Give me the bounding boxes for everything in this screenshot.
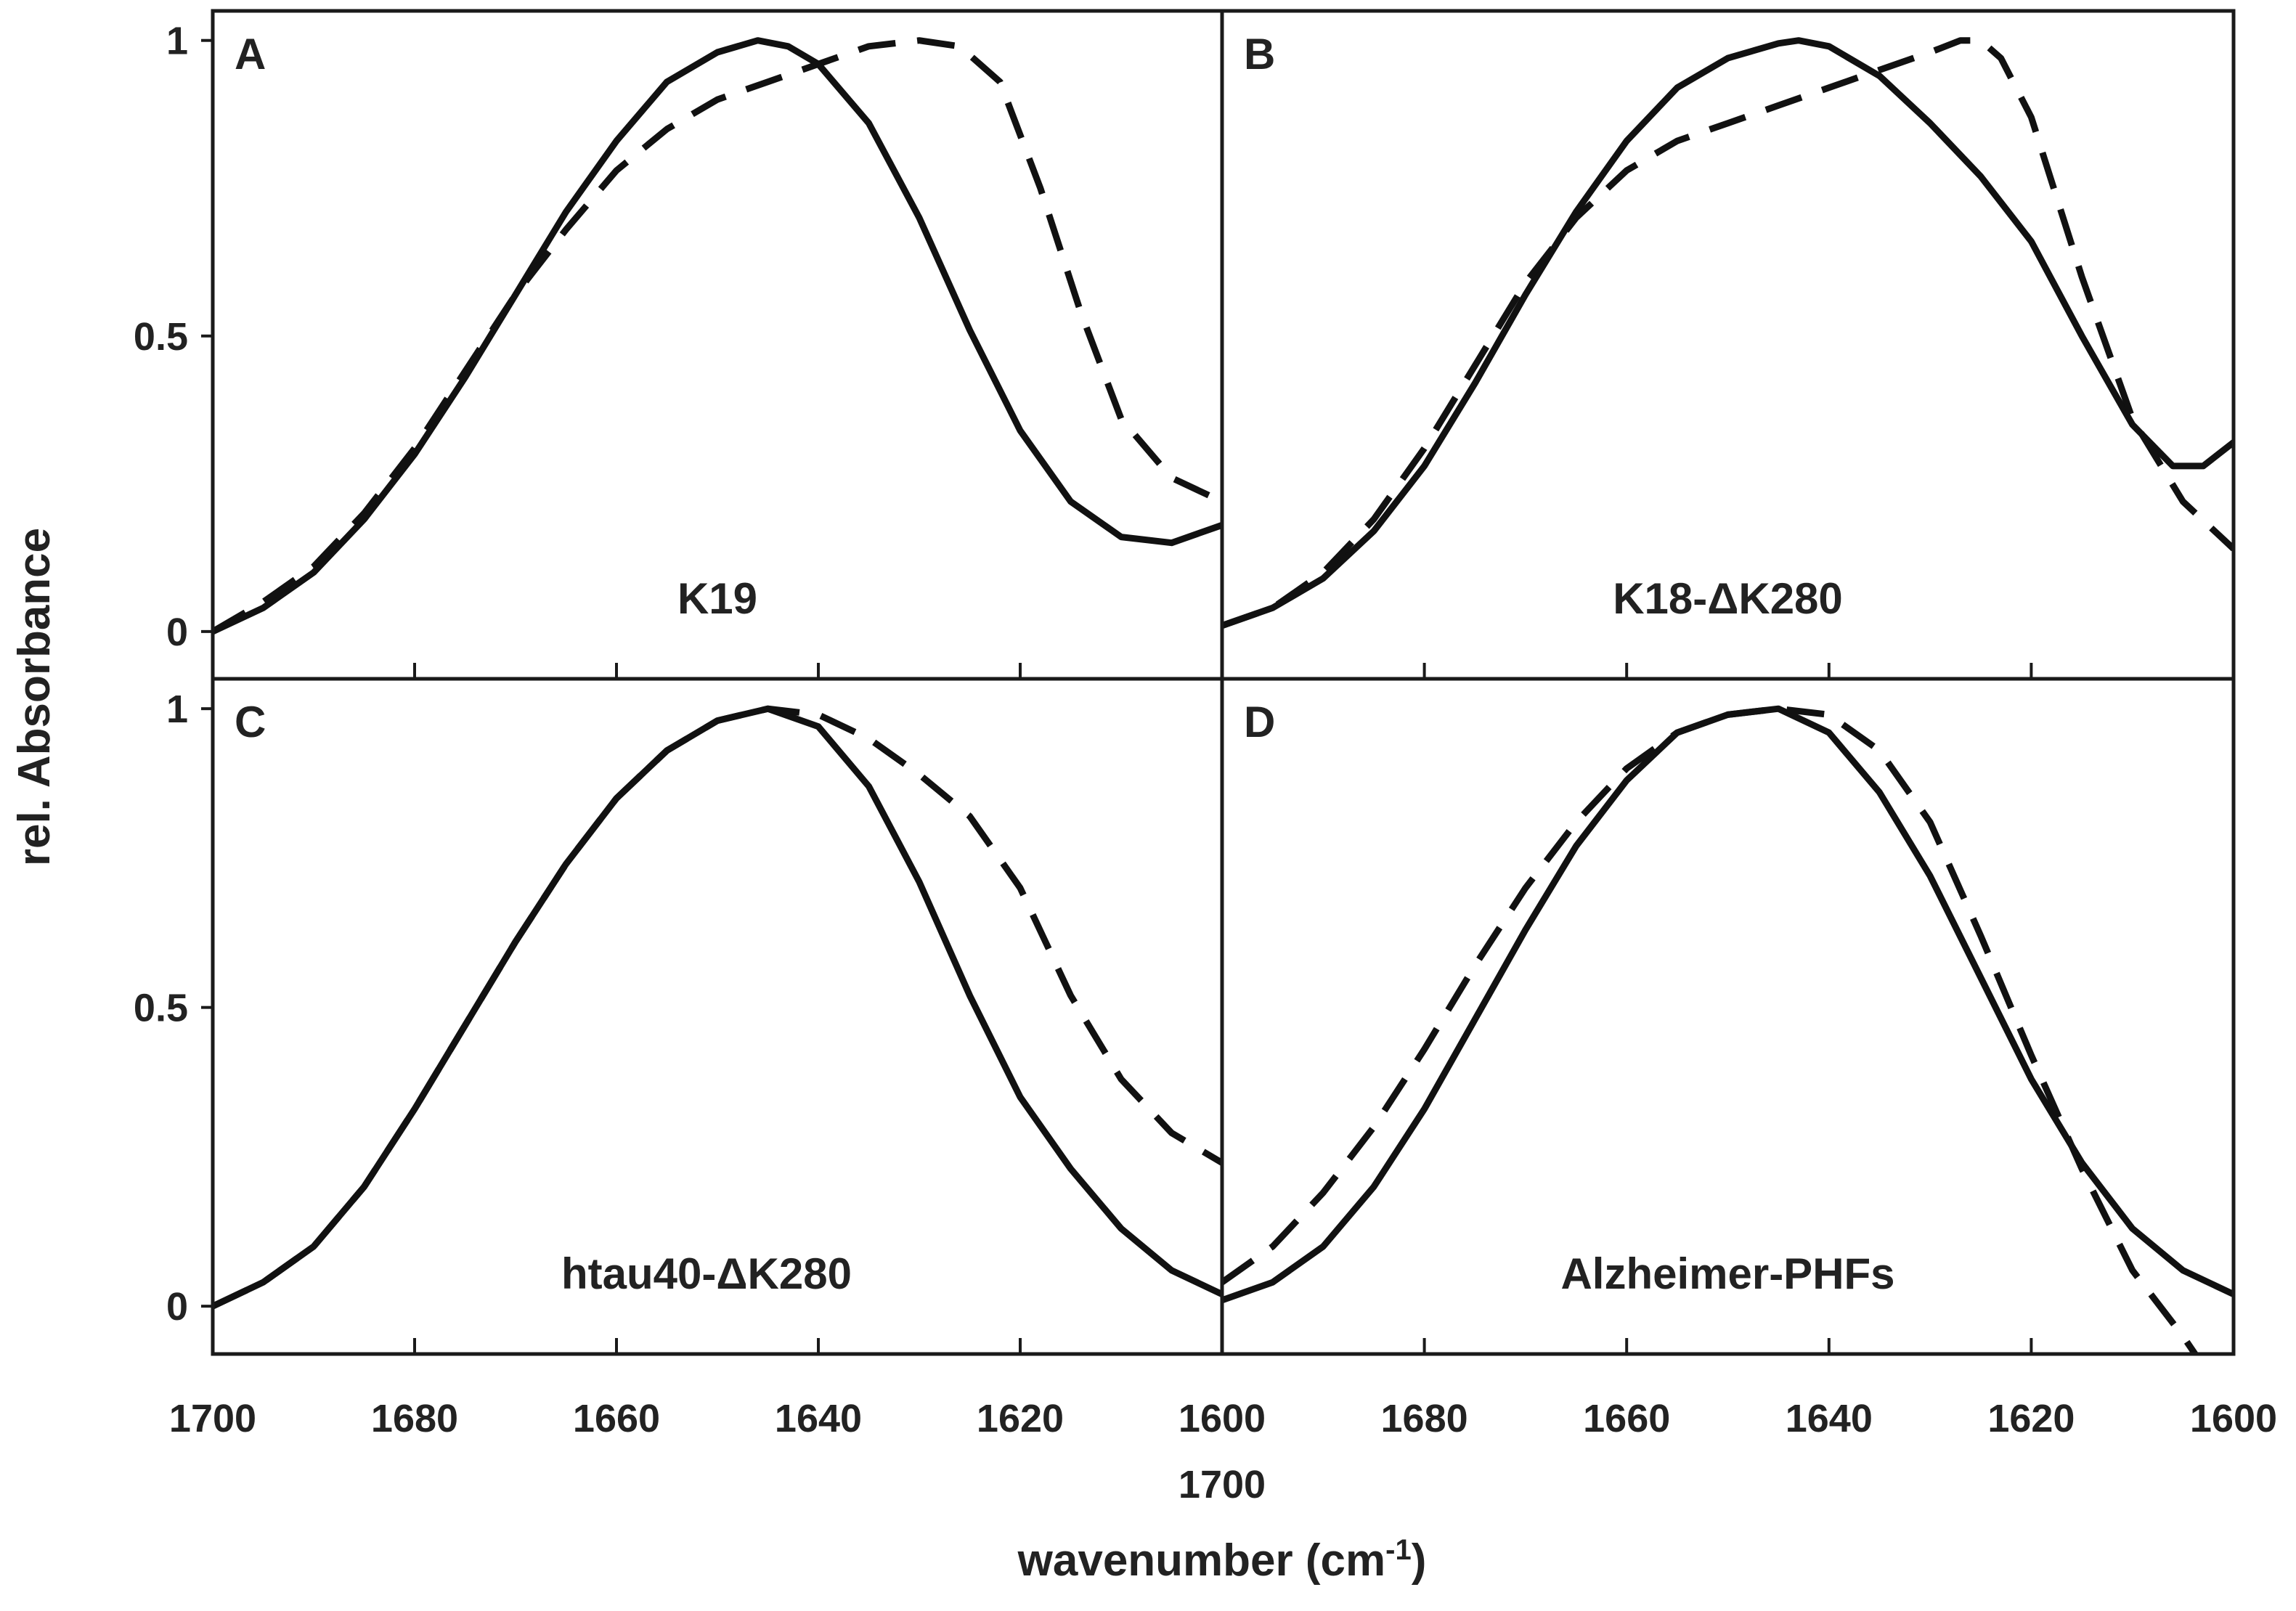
panel-d-dashed-line (1222, 705, 2199, 1354)
x-axis-title-superscript: -1 (1385, 1534, 1412, 1566)
panel-b: B K18-ΔK280 (1220, 9, 2236, 681)
labels-group: rel. Absorbance wavenumber (cm-1) 1600 1… (9, 528, 1426, 1586)
x-axis-title: wavenumber (cm-1) (1017, 1534, 1427, 1586)
panel-a-dashed-line (213, 37, 1222, 635)
panel-a-y-tick-label: 0.5 (134, 315, 188, 359)
x-axis-title-close: ) (1412, 1535, 1427, 1586)
panel-d-x-tick-label: 1640 (1786, 1397, 1873, 1440)
panel-c-x-tick-label: 1640 (775, 1397, 862, 1440)
panel-c-dashed-line (213, 705, 1222, 1310)
panel-b-letter: B (1244, 30, 1275, 78)
panel-d-x-tick-label: 1620 (1987, 1397, 2075, 1440)
panel-a: 0 0.5 1 A K19 (134, 9, 1224, 681)
panel-a-solid-line (213, 37, 1222, 635)
panel-a-y-tick-label: 1 (166, 20, 188, 63)
panel-c-x-tick-label: 1660 (573, 1397, 660, 1440)
panel-d-x-tick-label: 1680 (1381, 1397, 1468, 1440)
panels-group: 0 0.5 1 A K19 B K18-ΔK280 1700 1680 1660 1640 1620 0… (134, 9, 2277, 1440)
x-axis-title-main: wavenumber (cm (1017, 1535, 1386, 1586)
panel-d-solid-line (1222, 705, 2234, 1304)
panel-b-sample-label: K18-ΔK280 (1613, 574, 1843, 623)
panel-c-x-tick-label: 1620 (977, 1397, 1064, 1440)
panel-c-y-tick-label: 0.5 (134, 987, 188, 1030)
panel-d-letter: D (1244, 698, 1275, 746)
panel-c-y-tick-label: 1 (166, 688, 188, 731)
y-axis-title: rel. Absorbance (9, 528, 60, 866)
panel-d-frame (1220, 677, 2236, 1356)
panel-c-y-tick-label: 0 (166, 1285, 188, 1329)
panel-d-x-tick-label: 1660 (1583, 1397, 1670, 1440)
panel-d-sample-label: Alzheimer-PHFs (1560, 1249, 1894, 1298)
panel-b-solid-line (1222, 37, 2234, 629)
panel-c-x-tick-label: 1680 (371, 1397, 458, 1440)
panel-c-letter: C (235, 698, 266, 746)
mid-tick-label-lower: 1700 (1178, 1463, 1266, 1506)
panel-c-x-tick-label: 1700 (169, 1397, 256, 1440)
panel-b-dashed-line (1222, 37, 2234, 629)
panel-d: 1680 1660 1640 1620 1600 D Alzheimer-PHFs (1220, 677, 2277, 1440)
mid-tick-label-upper: 1600 (1178, 1397, 1266, 1440)
panel-c-sample-label: htau40-ΔK280 (561, 1249, 852, 1298)
panel-a-letter: A (235, 30, 266, 78)
panel-d-x-tick-label: 1600 (2190, 1397, 2277, 1440)
panel-c-solid-line (213, 705, 1222, 1310)
panel-a-y-tick-label: 0 (166, 611, 188, 654)
panel-a-sample-label: K19 (677, 574, 757, 623)
